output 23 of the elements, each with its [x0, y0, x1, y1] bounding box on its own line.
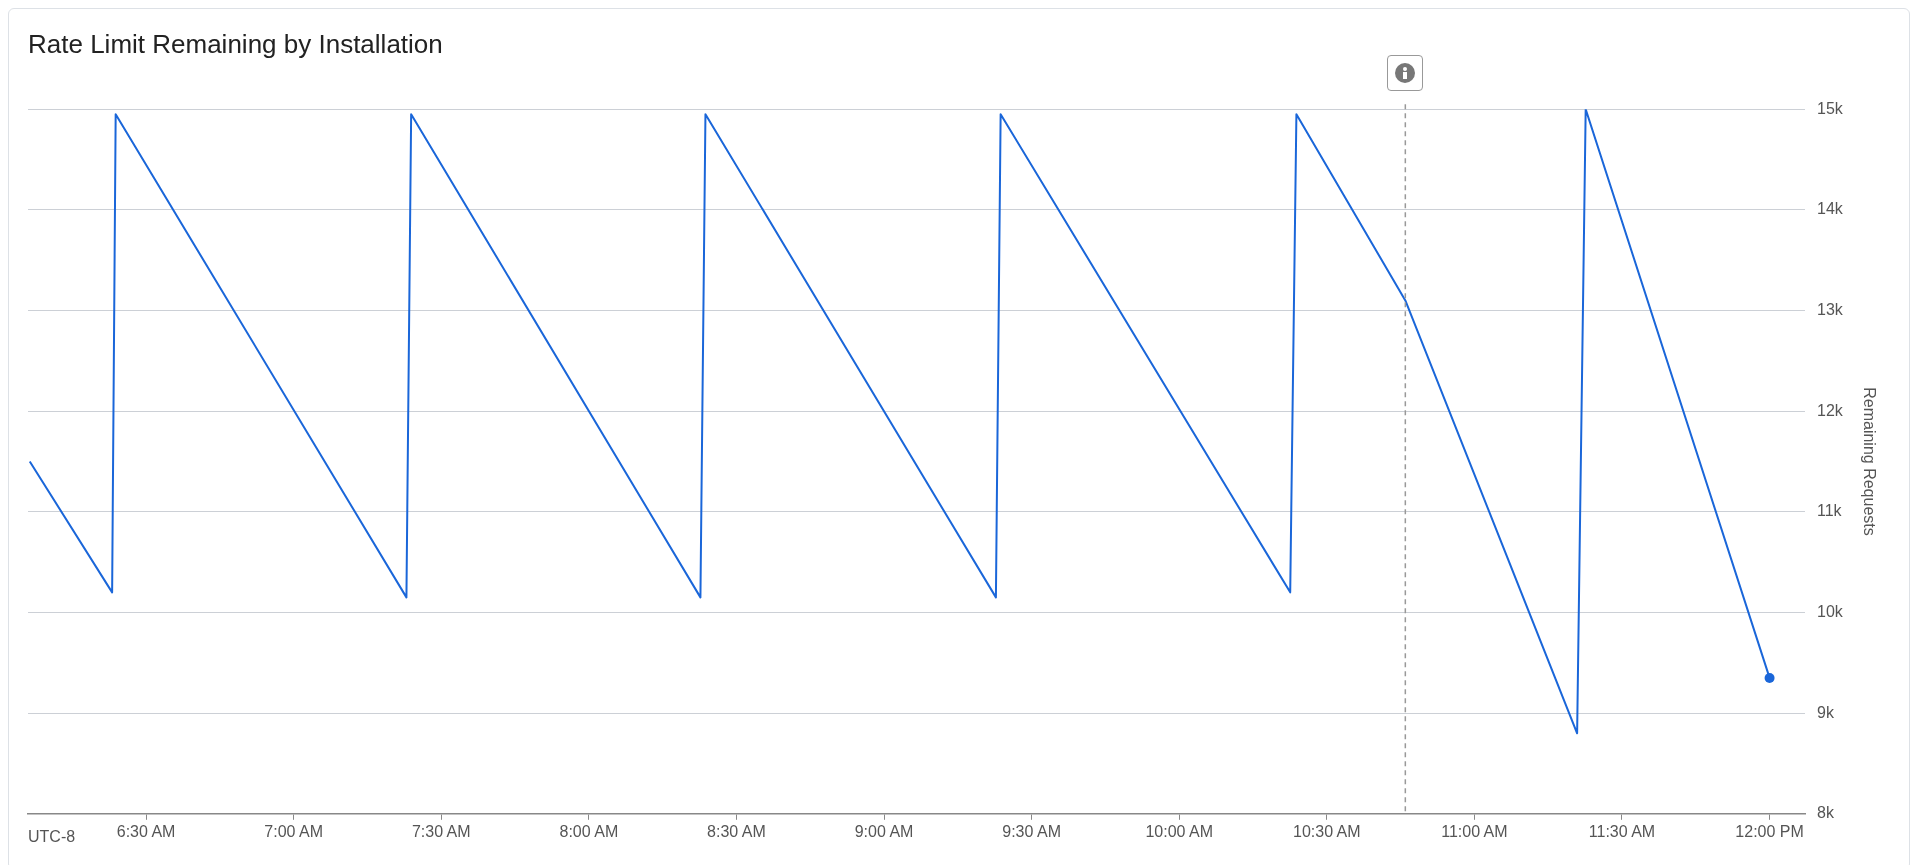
x-tick-label: 12:00 PM — [1735, 822, 1804, 840]
x-tick-label: 7:30 AM — [411, 822, 471, 840]
x-tick-label: 6:30 AM — [116, 822, 176, 840]
y-tick-label: 12k — [1817, 401, 1844, 419]
x-tick-label: 9:00 AM — [854, 822, 914, 840]
chart-title: Rate Limit Remaining by Installation — [28, 28, 443, 59]
x-tick-label: 8:30 AM — [707, 822, 766, 840]
y-tick-label: 15k — [1817, 99, 1844, 117]
y-tick-label: 14k — [1817, 200, 1844, 218]
x-tick-label: 11:00 AM — [1441, 822, 1508, 840]
y-tick-label: 10k — [1817, 602, 1844, 620]
x-tick-label: 7:00 AM — [264, 822, 324, 840]
y-axis-title: Remaining Requests — [1860, 387, 1878, 536]
x-tick-label: 9:30 AM — [1002, 822, 1061, 840]
y-tick-label: 13k — [1817, 300, 1844, 318]
x-tick-label: 10:30 AM — [1293, 822, 1361, 840]
text: UTC-8 — [28, 828, 76, 846]
y-tick-label: 9k — [1817, 703, 1835, 721]
y-tick-label: 11k — [1817, 502, 1843, 520]
x-tick-label: 11:30 AM — [1588, 822, 1656, 840]
x-tick-label: 10:00 AM — [1145, 822, 1214, 840]
y-tick-label: 8k — [1817, 804, 1835, 822]
x-tick-label: 8:00 AM — [559, 822, 619, 840]
